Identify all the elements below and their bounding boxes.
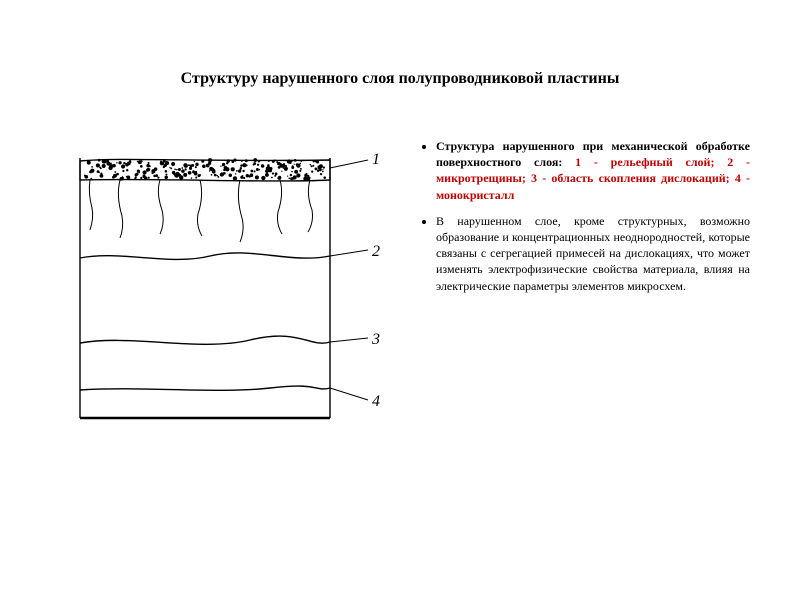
diagram-figure: 1 2 3 4: [50, 138, 390, 438]
content-row: 1 2 3 4 Структура нарушенного при механичес…: [50, 138, 750, 438]
diagram-label-2: 2: [372, 243, 380, 260]
diagram-label-4: 4: [372, 393, 380, 410]
diagram-label-3: 3: [371, 331, 380, 348]
legend-bullet: Структура нарушенного при механической о…: [436, 138, 750, 203]
page-title: Структуру нарушенного слоя полупроводник…: [50, 70, 750, 88]
diagram-label-1: 1: [372, 151, 380, 168]
description-column: Структура нарушенного при механической о…: [420, 138, 750, 304]
layer-structure-diagram: 1 2 3 4: [50, 138, 390, 438]
description-bullet: В нарушенном слое, кроме структурных, во…: [436, 213, 750, 294]
